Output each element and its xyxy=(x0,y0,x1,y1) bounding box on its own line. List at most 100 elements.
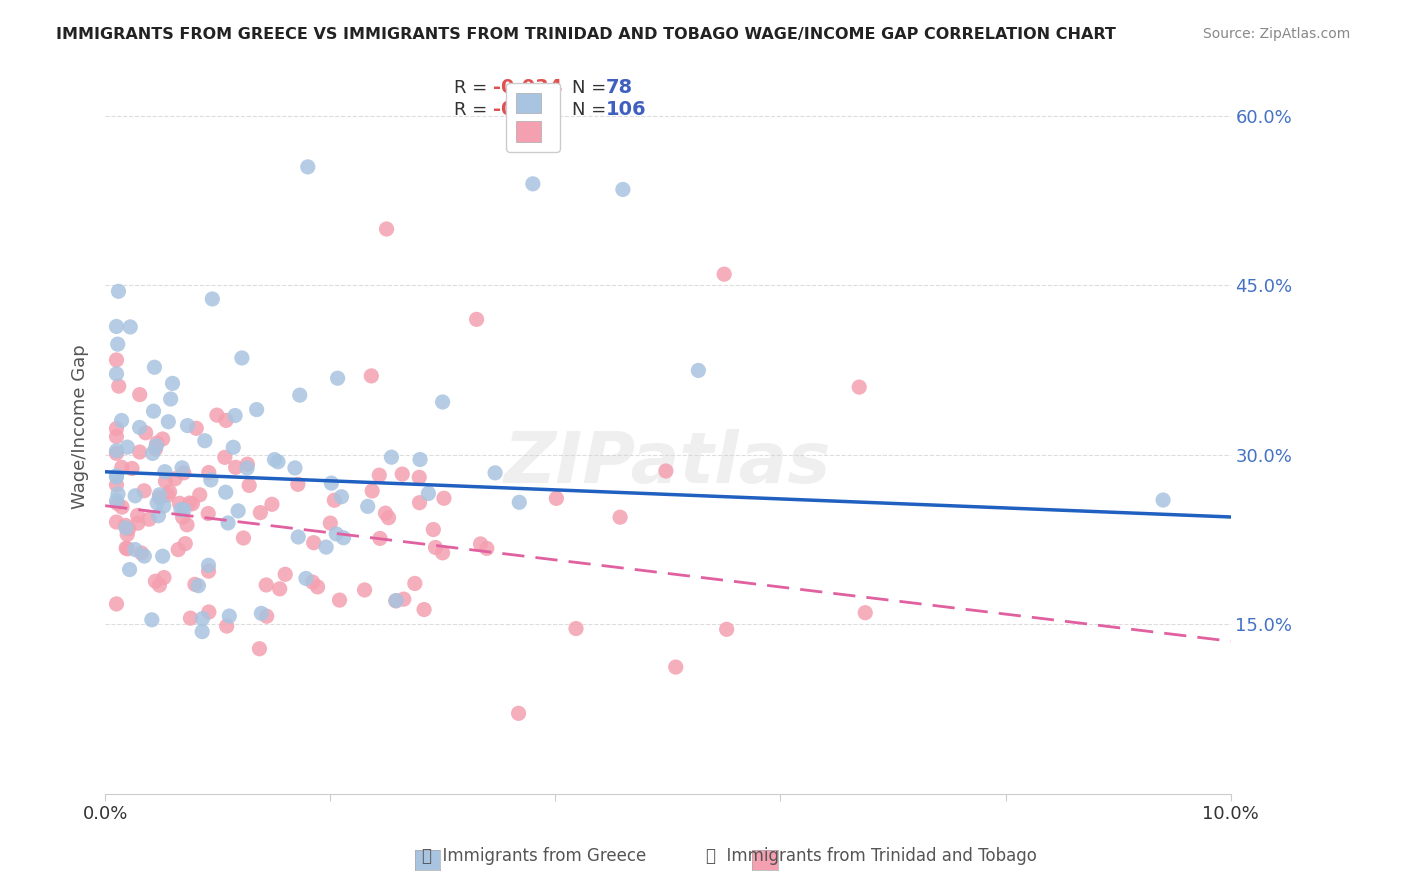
Point xyxy=(152,549,174,564)
Point xyxy=(117,541,139,556)
Point xyxy=(246,402,269,417)
Point xyxy=(114,518,136,533)
Point xyxy=(215,619,238,633)
Point xyxy=(107,285,129,299)
Point xyxy=(173,503,195,517)
Point xyxy=(184,577,207,591)
Point xyxy=(105,443,128,458)
Point xyxy=(330,490,353,504)
Point xyxy=(105,470,128,484)
Point xyxy=(295,571,318,585)
Point xyxy=(142,446,165,460)
Point xyxy=(470,537,492,551)
Point xyxy=(404,576,426,591)
Point xyxy=(224,409,246,423)
Point xyxy=(612,182,634,196)
Point xyxy=(287,477,309,491)
Point xyxy=(148,578,170,592)
Point xyxy=(408,496,430,510)
Point xyxy=(236,461,259,475)
Point xyxy=(215,485,238,500)
Point xyxy=(218,609,240,624)
Point xyxy=(284,461,307,475)
Point xyxy=(105,429,128,443)
Point xyxy=(134,549,156,563)
Point xyxy=(225,460,247,475)
Point xyxy=(380,450,402,465)
Point xyxy=(173,466,195,480)
Point xyxy=(307,580,329,594)
Text: ⬜  Immigrants from Greece: ⬜ Immigrants from Greece xyxy=(422,847,647,865)
Point xyxy=(152,499,174,513)
Point xyxy=(385,594,408,608)
Point xyxy=(422,523,444,537)
Point xyxy=(231,351,253,365)
Point xyxy=(374,506,396,520)
Point xyxy=(148,491,170,505)
Point xyxy=(115,521,138,535)
Text: ⬜  Immigrants from Trinidad and Tobago: ⬜ Immigrants from Trinidad and Tobago xyxy=(706,847,1038,865)
Point xyxy=(256,609,278,624)
Point xyxy=(263,452,285,467)
Text: R =: R = xyxy=(454,101,494,119)
Point xyxy=(475,541,498,556)
Point xyxy=(328,593,350,607)
Point xyxy=(432,546,454,560)
Point xyxy=(377,510,399,524)
Point xyxy=(128,387,150,401)
Point xyxy=(546,491,568,506)
Point xyxy=(174,536,197,550)
Point xyxy=(127,508,149,523)
Point xyxy=(134,483,156,498)
Point xyxy=(200,473,222,487)
Point xyxy=(205,408,228,422)
Point xyxy=(169,496,191,510)
Point xyxy=(360,368,382,383)
Point xyxy=(167,542,190,557)
Point xyxy=(688,363,710,377)
Point xyxy=(138,512,160,526)
Point xyxy=(117,440,139,454)
Point xyxy=(713,267,735,281)
Point xyxy=(1152,493,1174,508)
Point xyxy=(236,457,259,471)
Point xyxy=(375,222,398,236)
Point xyxy=(120,320,142,334)
Point xyxy=(368,532,391,546)
Point xyxy=(217,516,239,530)
Point xyxy=(142,404,165,418)
Point xyxy=(274,567,297,582)
Point xyxy=(179,611,201,625)
Point xyxy=(181,497,204,511)
Point xyxy=(197,564,219,578)
Point xyxy=(508,706,530,721)
Point xyxy=(191,612,214,626)
Point xyxy=(105,493,128,508)
Point xyxy=(145,442,167,456)
Point xyxy=(197,558,219,573)
Point xyxy=(118,563,141,577)
Point xyxy=(111,500,134,514)
Point xyxy=(162,376,184,391)
Point xyxy=(197,466,219,480)
Legend: , : , xyxy=(506,83,560,152)
Point xyxy=(418,486,440,500)
Point xyxy=(249,641,271,656)
Point xyxy=(105,353,128,368)
Point xyxy=(124,489,146,503)
Text: N =: N = xyxy=(572,78,612,96)
Point xyxy=(131,546,153,560)
Point xyxy=(146,496,169,510)
Point xyxy=(197,507,219,521)
Point xyxy=(484,466,506,480)
Point xyxy=(301,575,323,590)
Point xyxy=(105,446,128,460)
Point xyxy=(655,464,678,478)
Point xyxy=(848,380,870,394)
Point xyxy=(238,478,260,492)
Point xyxy=(187,579,209,593)
Point xyxy=(215,413,238,427)
Point xyxy=(170,502,193,516)
Point xyxy=(287,530,309,544)
Point xyxy=(465,312,488,326)
